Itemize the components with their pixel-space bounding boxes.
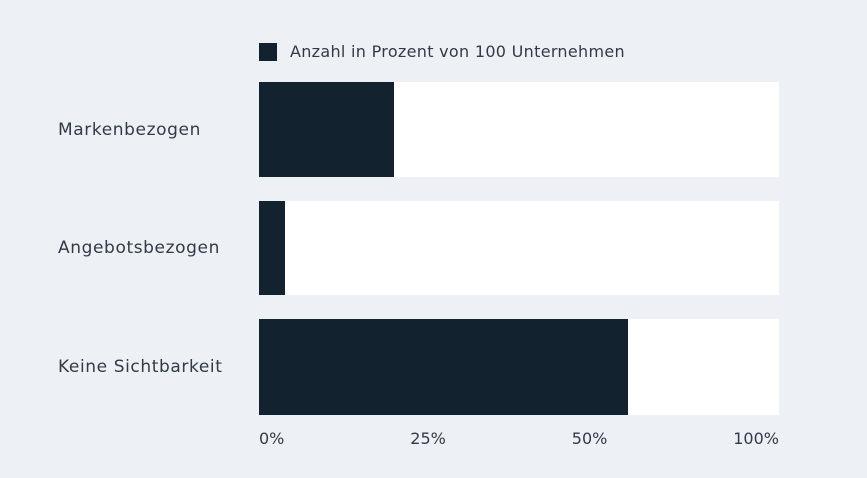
bar-fill: [259, 82, 395, 177]
legend-swatch-icon: [259, 42, 277, 61]
x-axis: 0% 25% 50% 100%: [259, 429, 779, 448]
x-tick-label-50: 50%: [571, 429, 608, 448]
bar-track: [259, 82, 779, 177]
x-tick-label-25: 25%: [410, 429, 446, 448]
bar-row-markenbezogen: Markenbezogen: [0, 82, 867, 177]
category-label: Angebotsbezogen: [58, 238, 220, 258]
bar-row-angebotsbezogen: Angebotsbezogen: [0, 201, 867, 295]
category-label: Keine Sichtbarkeit: [58, 357, 223, 377]
category-label: Markenbezogen: [58, 119, 201, 140]
bar-fill: [259, 201, 285, 295]
bar-track: [259, 201, 779, 295]
bar-row-keine-sichtbarkeit: Keine Sichtbarkeit: [0, 319, 867, 415]
x-tick-label-0: 0%: [259, 429, 285, 448]
bar-track: [259, 319, 779, 415]
x-tick-label-100: 100%: [733, 429, 779, 448]
legend-label: Anzahl in Prozent von 100 Unternehmen: [290, 42, 625, 61]
chart-legend: Anzahl in Prozent von 100 Unternehmen: [259, 42, 625, 61]
bar-fill: [259, 319, 629, 415]
